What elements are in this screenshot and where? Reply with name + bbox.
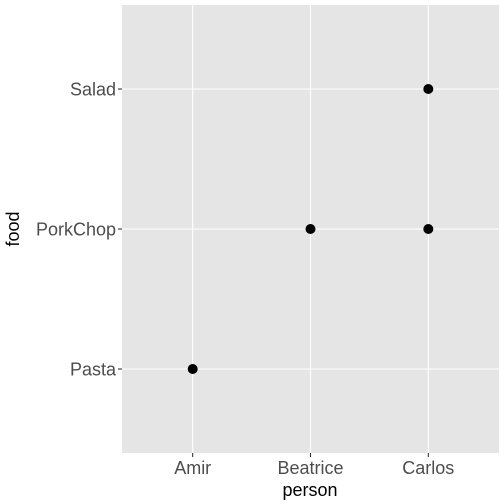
y-tick-label: PorkChop bbox=[36, 220, 116, 240]
data-points bbox=[187, 84, 434, 374]
axis-ticks bbox=[118, 88, 429, 457]
data-point bbox=[423, 84, 434, 94]
y-axis-title: food bbox=[3, 211, 23, 246]
x-tick-label: Amir bbox=[174, 458, 211, 478]
data-point bbox=[423, 224, 434, 234]
x-axis-title: person bbox=[282, 480, 337, 500]
x-tick-label: Carlos bbox=[402, 458, 454, 478]
data-point bbox=[305, 224, 316, 234]
y-tick-label: Pasta bbox=[70, 360, 117, 380]
y-tick-label: Salad bbox=[70, 80, 116, 100]
x-tick-labels: Amir Beatrice Carlos bbox=[174, 458, 454, 478]
data-point bbox=[187, 364, 198, 374]
x-tick-label: Beatrice bbox=[277, 458, 343, 478]
y-tick-labels: Pasta PorkChop Salad bbox=[36, 80, 117, 380]
